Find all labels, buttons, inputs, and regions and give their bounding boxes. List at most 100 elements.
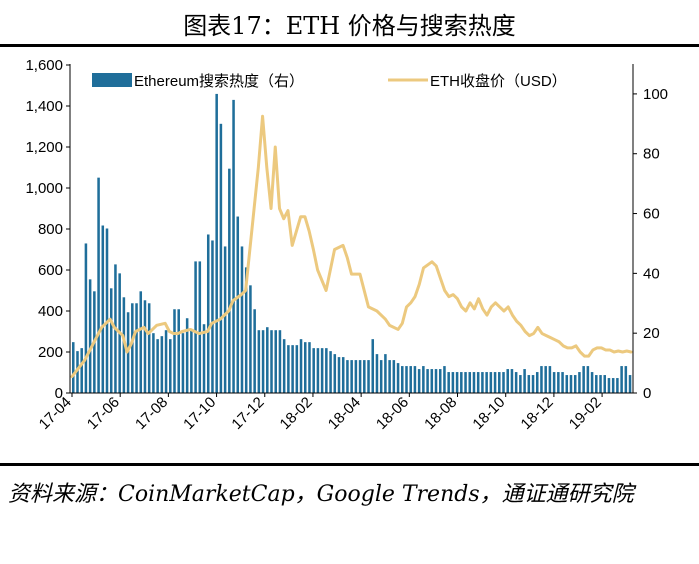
- search-bar: [232, 100, 235, 393]
- search-bar: [190, 330, 193, 393]
- search-bar: [405, 366, 408, 393]
- search-bar: [291, 345, 294, 393]
- search-bar: [519, 375, 522, 393]
- search-bar: [393, 360, 396, 393]
- search-bar: [274, 330, 277, 393]
- search-bar: [608, 378, 611, 393]
- search-bar: [80, 348, 83, 393]
- search-bar: [460, 372, 463, 393]
- search-bar: [506, 369, 509, 393]
- search-bar: [540, 366, 543, 393]
- price-line-group: [72, 116, 631, 376]
- left-tick-label: 1,200: [25, 139, 63, 156]
- search-bar: [237, 217, 240, 393]
- x-tick-label: 18-08: [421, 394, 460, 433]
- right-tick-label: 0: [643, 385, 651, 402]
- search-bar: [342, 357, 345, 393]
- search-bar: [215, 94, 218, 393]
- search-bar: [456, 372, 459, 393]
- search-bar: [388, 360, 391, 393]
- legend-swatch-search: [92, 73, 132, 87]
- search-bar: [308, 342, 311, 393]
- x-tick-label: 17-08: [132, 394, 171, 433]
- search-bar: [329, 351, 332, 393]
- search-bar: [549, 366, 552, 393]
- search-bar: [523, 369, 526, 393]
- search-bar: [570, 375, 573, 393]
- x-tick-label: 17-06: [84, 394, 123, 433]
- right-tick-label: 60: [643, 206, 660, 223]
- search-bar: [452, 372, 455, 393]
- search-bar: [296, 345, 299, 393]
- search-bar: [485, 372, 488, 393]
- x-tick-label: 18-02: [277, 394, 316, 433]
- search-bar: [359, 360, 362, 393]
- search-bar: [156, 339, 159, 393]
- search-bars: [72, 94, 631, 393]
- search-bar: [152, 333, 155, 393]
- x-tick-label: 19-02: [566, 394, 605, 433]
- search-bar: [287, 345, 290, 393]
- search-bar: [338, 357, 341, 393]
- search-bar: [498, 372, 501, 393]
- search-bar: [106, 229, 109, 394]
- search-bar: [629, 375, 632, 393]
- search-bar: [131, 303, 134, 393]
- x-tick-label: 18-04: [325, 394, 364, 433]
- left-tick-label: 600: [38, 262, 63, 279]
- left-tick-label: 1,000: [25, 180, 63, 197]
- search-bar: [515, 372, 518, 393]
- x-tick-label: 18-12: [518, 394, 557, 433]
- legend: Ethereum搜索热度（右） ETH收盘价（USD）: [92, 72, 567, 90]
- search-bar: [447, 372, 450, 393]
- search-bar: [439, 369, 442, 393]
- x-tick-label: 17-10: [180, 394, 219, 433]
- search-bar: [148, 303, 151, 393]
- search-bar: [481, 372, 484, 393]
- search-bar: [397, 363, 400, 393]
- search-bar: [443, 366, 446, 393]
- search-bar: [582, 366, 585, 393]
- search-bar: [72, 342, 75, 393]
- search-bar: [102, 226, 105, 393]
- search-bar: [426, 369, 429, 393]
- search-bar: [544, 366, 547, 393]
- left-tick-label: 200: [38, 344, 63, 361]
- search-bar: [380, 360, 383, 393]
- search-bar: [253, 309, 256, 393]
- search-bar: [144, 300, 147, 393]
- search-bar: [173, 309, 176, 393]
- search-bar: [279, 330, 282, 393]
- search-bar: [165, 330, 168, 393]
- search-bar: [177, 309, 180, 393]
- left-tick-label: 1,400: [25, 98, 63, 115]
- search-bar: [199, 261, 202, 393]
- left-axis-ticks: 02004006008001,0001,2001,4001,600: [25, 57, 70, 402]
- search-bar: [490, 372, 493, 393]
- search-bar: [528, 375, 531, 393]
- search-bar: [418, 369, 421, 393]
- search-bar: [220, 124, 223, 393]
- left-tick-label: 400: [38, 303, 63, 320]
- search-bar: [161, 336, 164, 393]
- search-bar: [435, 369, 438, 393]
- x-axis-ticks: 17-0417-0617-0817-1017-1218-0218-0418-06…: [36, 393, 605, 433]
- search-bar: [169, 339, 172, 393]
- search-bar: [85, 243, 88, 393]
- legend-label-price: ETH收盘价（USD）: [430, 72, 567, 90]
- price-line: [72, 116, 631, 376]
- search-bar: [241, 246, 244, 393]
- search-bar: [376, 354, 379, 393]
- search-bar: [207, 234, 210, 393]
- search-bar: [334, 354, 337, 393]
- search-bar: [317, 348, 320, 393]
- search-bar: [270, 330, 273, 393]
- search-bar: [578, 372, 581, 393]
- bottom-rule: [0, 463, 699, 466]
- search-bar: [312, 348, 315, 393]
- search-bar: [431, 369, 434, 393]
- search-bar: [469, 372, 472, 393]
- search-bar: [561, 372, 564, 393]
- right-tick-label: 100: [643, 86, 668, 103]
- right-tick-label: 20: [643, 325, 660, 342]
